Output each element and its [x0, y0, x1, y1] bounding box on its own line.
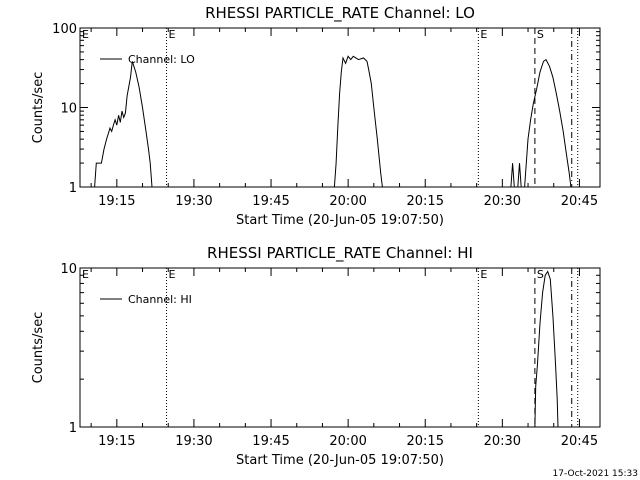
x-tick-label: 20:15 [407, 194, 444, 209]
series-line [510, 58, 572, 188]
event-marker-label: E [480, 28, 487, 41]
date-stamp: 17-Oct-2021 15:33 [553, 469, 638, 479]
legend-label: Channel: HI [128, 293, 192, 306]
x-tick-label: 20:30 [484, 434, 521, 449]
x-tick-label: 19:45 [252, 194, 289, 209]
chart-panel-1: RHESSI PARTICLE_RATE Channel: HI 1 10 19:15… [31, 244, 601, 468]
event-marker-label: E [480, 268, 487, 281]
x-axis-label: Start Time (20-Jun-05 19:07:50) [236, 453, 444, 468]
series-line [94, 61, 153, 188]
series-line [333, 55, 383, 188]
chart-title: RHESSI PARTICLE_RATE Channel: LO [205, 4, 475, 23]
y-tick-label: 10 [60, 102, 77, 117]
y-tick-label: 10 [60, 262, 77, 277]
x-tick-label: 20:45 [561, 194, 598, 209]
y-axis-label: Counts/sec [31, 72, 46, 144]
x-tick-label: 19:15 [98, 434, 135, 449]
x-tick-label: 19:45 [252, 434, 289, 449]
x-tick-label: 20:45 [561, 434, 598, 449]
chart-title: RHESSI PARTICLE_RATE Channel: HI [207, 244, 473, 263]
event-marker-label: S [537, 28, 544, 41]
chart-panel-0: RHESSI PARTICLE_RATE Channel: LO 1 10 100 19… [31, 4, 601, 228]
y-tick-label: 1 [69, 181, 77, 196]
y-tick-label: 1 [69, 421, 77, 436]
plot-frame [79, 267, 601, 428]
x-tick-label: 19:30 [175, 194, 212, 209]
x-tick-label: 20:00 [329, 194, 366, 209]
legend-label: Channel: LO [128, 53, 195, 66]
x-tick-label: 20:30 [484, 194, 521, 209]
series-line [534, 270, 559, 428]
x-tick-label: 20:15 [407, 434, 444, 449]
event-marker-label: E [169, 28, 176, 41]
y-tick-label: 100 [52, 22, 77, 37]
x-tick-label: 19:30 [175, 434, 212, 449]
x-axis-label: Start Time (20-Jun-05 19:07:50) [236, 213, 444, 228]
event-marker-label: E [169, 268, 176, 281]
event-marker-label: S [537, 268, 544, 281]
y-axis-label: Counts/sec [31, 312, 46, 384]
x-tick-label: 20:00 [329, 434, 366, 449]
x-tick-label: 19:15 [98, 194, 135, 209]
plot-frame [79, 27, 601, 188]
event-marker-label: E [82, 268, 89, 281]
event-marker-label: E [82, 28, 89, 41]
